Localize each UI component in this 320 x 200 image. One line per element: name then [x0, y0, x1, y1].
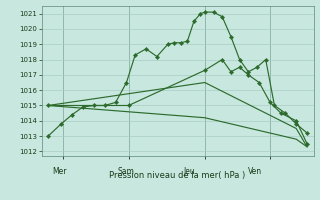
Text: Jeu: Jeu [183, 167, 195, 176]
Text: Sam: Sam [118, 167, 135, 176]
X-axis label: Pression niveau de la mer( hPa ): Pression niveau de la mer( hPa ) [109, 171, 246, 180]
Text: Ven: Ven [248, 167, 262, 176]
Text: Mer: Mer [52, 167, 67, 176]
